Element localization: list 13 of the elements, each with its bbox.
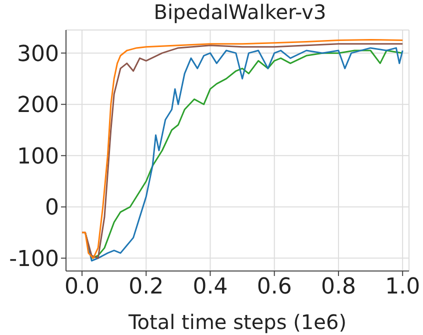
x-axis-title: Total time steps (1e6) [127,310,347,334]
x-tick-label: 0.8 [320,274,356,300]
x-tick-label: 0.6 [256,274,292,300]
y-tick-label: -100 [9,246,59,272]
y-tick-label: 100 [17,144,59,170]
y-tick-label: 0 [45,196,59,221]
x-tick-label: 1.0 [385,274,420,300]
y-tick-label: 200 [17,93,59,118]
x-tick-label: 0.2 [128,274,164,300]
x-tick-label: 0.4 [192,274,228,300]
x-tick-label: 0.0 [64,274,100,300]
chart-title: BipedalWalker-v3 [152,0,328,24]
y-tick-label: 300 [17,42,59,67]
